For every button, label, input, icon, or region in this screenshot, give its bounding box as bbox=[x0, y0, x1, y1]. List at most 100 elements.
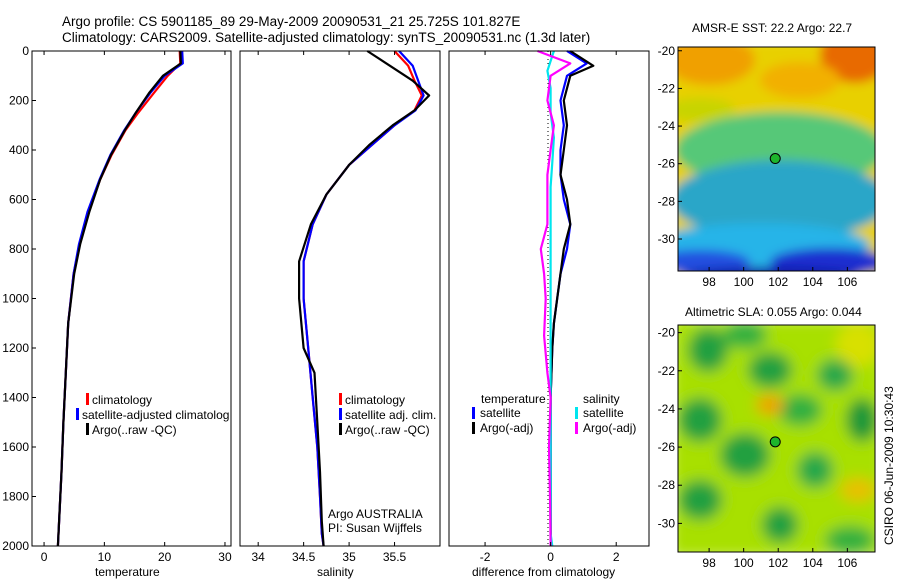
series-line-3 bbox=[537, 49, 572, 547]
legend-swatch-temp-satellite bbox=[472, 407, 475, 419]
legend-label-climatology: climatology bbox=[345, 393, 405, 407]
x-tick-label: 2 bbox=[613, 550, 620, 564]
argo-location-marker bbox=[769, 153, 781, 165]
y-tick-label: 2000 bbox=[2, 539, 29, 553]
legend-label-temp-satellite: satellite bbox=[480, 406, 521, 420]
series-line-0 bbox=[56, 50, 182, 547]
salinity-xlabel: salinity bbox=[317, 565, 354, 579]
x-tick-label: 104 bbox=[803, 275, 823, 289]
y-tick-label: -26 bbox=[658, 157, 676, 171]
y-tick-label: 0 bbox=[22, 44, 29, 58]
salinity-panel: 34 34.5 35 35.5 salinity climatology satell… bbox=[239, 50, 441, 579]
series-line-2 bbox=[56, 50, 182, 547]
x-tick-label: 20 bbox=[158, 550, 172, 564]
x-tick-label: 34.5 bbox=[292, 550, 316, 564]
legend-heading-salinity: salinity bbox=[583, 392, 620, 406]
y-tick-label: -22 bbox=[658, 81, 676, 95]
difference-panel: -2 0 2 difference from climatology tempera… bbox=[448, 49, 650, 579]
sst-field bbox=[678, 47, 875, 271]
legend-swatch-satellite bbox=[339, 408, 342, 420]
x-tick-label: 106 bbox=[837, 275, 857, 289]
legend-label-argo: Argo(..raw -QC) bbox=[345, 423, 430, 437]
y-tick-label: -28 bbox=[658, 194, 676, 208]
legend-label-sal-argo: Argo(-adj) bbox=[583, 421, 636, 435]
difference-axes-frame bbox=[448, 50, 650, 547]
temperature-xlabel: temperature bbox=[95, 565, 160, 579]
series-line-0 bbox=[302, 50, 423, 547]
y-tick-label: 1200 bbox=[2, 341, 29, 355]
sst-map-panel: AMSR-E SST: 22.2 Argo: 22.7 98 100 102 104 1… bbox=[658, 21, 876, 289]
x-tick-label: 102 bbox=[768, 275, 788, 289]
legend-swatch-argo bbox=[86, 423, 89, 435]
difference-series-group bbox=[537, 49, 595, 547]
legend-swatch-argo bbox=[339, 423, 342, 435]
y-tick-label: 1000 bbox=[2, 292, 29, 306]
sla-map-frame bbox=[677, 324, 876, 553]
legend-swatch-temp-argo bbox=[472, 422, 475, 434]
salinity-series-group bbox=[298, 50, 431, 547]
y-tick-label: 1800 bbox=[2, 490, 29, 504]
legend-label-climatology: climatology bbox=[92, 393, 152, 407]
header-line2: Climatology: CARS2009. Satellite-adjuste… bbox=[62, 30, 590, 45]
difference-xlabel: difference from climatology bbox=[472, 565, 615, 579]
x-tick-label: 100 bbox=[734, 275, 754, 289]
y-tick-label: -28 bbox=[658, 478, 676, 492]
legend-label-sal-satellite: satellite bbox=[583, 406, 624, 420]
x-tick-label: 0 bbox=[547, 550, 554, 564]
temperature-series-group bbox=[56, 50, 184, 547]
temperature-legend: climatology satellite-adjusted climatolo… bbox=[76, 393, 229, 437]
legend-swatch-sal-argo bbox=[575, 422, 578, 434]
sla-map-title: Altimetric SLA: 0.055 Argo: 0.044 bbox=[685, 305, 862, 319]
y-tick-label: -22 bbox=[658, 364, 676, 378]
x-tick-label: 98 bbox=[702, 275, 716, 289]
y-tick-label: -24 bbox=[658, 402, 676, 416]
difference-legend: temperature satellite Argo(-adj) salinit… bbox=[472, 392, 636, 435]
sst-map-frame bbox=[677, 46, 876, 272]
legend-heading-temperature: temperature bbox=[481, 392, 546, 406]
series-line-2 bbox=[298, 50, 431, 547]
difference-ticks: -2 0 2 bbox=[480, 51, 620, 564]
x-tick-label: -2 bbox=[480, 550, 491, 564]
y-tick-label: 400 bbox=[9, 143, 29, 157]
y-tick-label: 200 bbox=[9, 94, 29, 108]
y-tick-label: -20 bbox=[658, 326, 676, 340]
y-tick-label: 1400 bbox=[2, 391, 29, 405]
x-tick-label: 35 bbox=[342, 550, 356, 564]
x-tick-label: 0 bbox=[41, 550, 48, 564]
x-tick-label: 35.5 bbox=[383, 550, 407, 564]
temperature-ticks: 0 10 20 30 0 200 400 600 800 1000 1200 1400 1600 1800… bbox=[2, 44, 232, 564]
sla-map-ticks: 98 100 102 104 106 -20 -22 -24 -26 -28 -30 bbox=[658, 326, 858, 570]
header-line1: Argo profile: CS 5901185_89 29-May-2009 … bbox=[62, 14, 520, 29]
y-tick-label: -30 bbox=[658, 232, 676, 246]
salinity-axes-frame bbox=[239, 50, 441, 547]
sst-map-title: AMSR-E SST: 22.2 Argo: 22.7 bbox=[692, 21, 852, 35]
pi-line: PI: Susan Wijffels bbox=[328, 521, 422, 535]
x-tick-label: 34 bbox=[252, 550, 266, 564]
x-tick-label: 102 bbox=[768, 556, 788, 570]
x-tick-label: 98 bbox=[702, 556, 716, 570]
legend-swatch-climatology bbox=[86, 393, 89, 405]
legend-label-argo: Argo(..raw -QC) bbox=[92, 423, 177, 437]
x-tick-label: 100 bbox=[734, 556, 754, 570]
series-line-1 bbox=[549, 50, 595, 546]
y-tick-label: -30 bbox=[658, 516, 676, 530]
sla-map-panel: Altimetric SLA: 0.055 Argo: 0.044 bbox=[658, 305, 876, 570]
temperature-panel: 0 10 20 30 0 200 400 600 800 1000 1200 1400 1600 1800… bbox=[2, 44, 232, 579]
institution-line: Argo AUSTRALIA bbox=[328, 507, 423, 521]
y-tick-label: -26 bbox=[658, 440, 676, 454]
x-tick-label: 104 bbox=[803, 556, 823, 570]
sst-map-ticks: 98 100 102 104 106 -20 -22 -24 -26 -28 -30 bbox=[658, 44, 858, 289]
x-tick-label: 106 bbox=[837, 556, 857, 570]
y-tick-label: -24 bbox=[658, 119, 676, 133]
series-line-0 bbox=[549, 50, 588, 546]
x-tick-label: 10 bbox=[98, 550, 112, 564]
series-line-1 bbox=[56, 50, 184, 547]
argo-location-marker bbox=[769, 436, 781, 448]
legend-swatch-satellite bbox=[76, 408, 79, 420]
timestamp-stamp: CSIRO 06-Jun-2009 10:30:43 bbox=[882, 386, 896, 545]
legend-swatch-sal-satellite bbox=[575, 407, 578, 419]
legend-swatch-climatology bbox=[339, 393, 342, 405]
y-tick-label: 600 bbox=[9, 193, 29, 207]
salinity-legend: climatology satellite adj. clim. Argo(..… bbox=[339, 393, 436, 437]
